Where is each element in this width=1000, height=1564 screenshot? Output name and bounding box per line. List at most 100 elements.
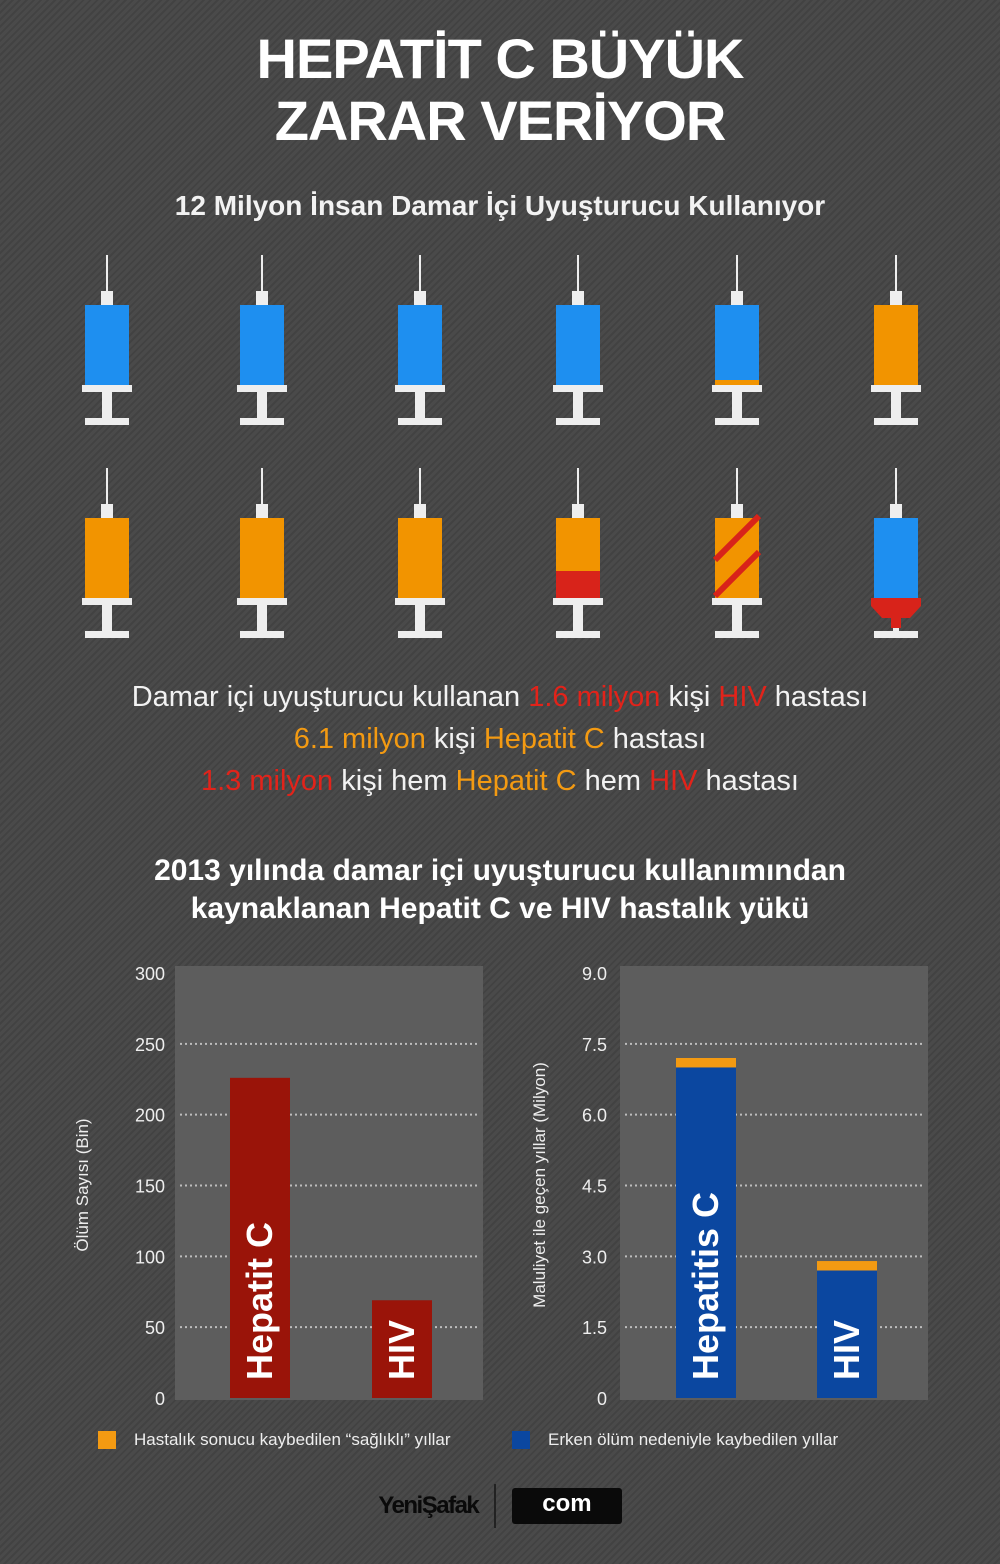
plunger-base	[240, 631, 284, 638]
flange	[712, 598, 762, 605]
y-tick-label: 1.5	[582, 1318, 607, 1338]
bar-segment	[676, 1058, 736, 1068]
legend-label: Hastalık sonucu kaybedilen “sağlıklı” yı…	[134, 1430, 451, 1449]
brand-logo[interactable]: YeniŞafak	[378, 1492, 479, 1519]
barrel	[874, 305, 918, 385]
hub	[414, 504, 426, 519]
barrel	[874, 518, 918, 598]
syringe-icon	[871, 255, 921, 425]
plunger-rod	[415, 605, 425, 633]
y-tick-label: 3.0	[582, 1247, 607, 1267]
barrel	[85, 305, 129, 385]
plunger-rod	[573, 605, 583, 633]
hub	[731, 504, 743, 519]
hub	[572, 291, 584, 306]
plunger-base	[398, 631, 442, 638]
flange	[553, 385, 603, 392]
chart-title: 2013 yılında damar içi uyuşturucu kullan…	[0, 852, 1000, 928]
stripe	[712, 549, 762, 599]
hepc-label: Hepatit C	[455, 765, 577, 797]
syringe-icon	[237, 468, 287, 638]
y-tick-label: 200	[135, 1106, 165, 1126]
hub	[890, 291, 902, 306]
flange	[82, 598, 132, 605]
plunger-base	[85, 631, 129, 638]
y-tick-label: 0	[597, 1389, 607, 1409]
flange	[871, 598, 921, 606]
syringe-icon	[712, 255, 762, 425]
barrel	[240, 305, 284, 385]
plunger-base	[240, 418, 284, 425]
title-line-2: ZARAR VERİYOR	[274, 89, 727, 152]
syringe-icon	[82, 255, 132, 425]
text: hastası	[766, 681, 869, 713]
plunger-rod	[732, 605, 742, 633]
bar	[230, 1077, 290, 1398]
y-tick-label: 6.0	[582, 1106, 607, 1126]
bar-segment	[676, 1067, 736, 1398]
y-tick-label: 4.5	[582, 1177, 607, 1197]
barrel	[398, 305, 442, 385]
plunger-rod	[891, 618, 901, 628]
page-title: HEPATİT C BÜYÜK ZARAR VERİYOR	[0, 28, 1000, 152]
text: Damar içi uyuşturucu kullanan	[131, 681, 529, 713]
hub	[414, 291, 426, 306]
bar-segment	[817, 1270, 877, 1398]
plunger-base	[715, 631, 759, 638]
plot-area	[175, 966, 483, 1400]
plunger-rod	[732, 392, 742, 420]
plunger-base	[874, 631, 918, 638]
y-tick-label: 7.5	[582, 1035, 607, 1055]
chart-title-line-2: kaynaklanan Hepatit C ve HIV hastalık yü…	[190, 892, 810, 925]
y-tick-label: 250	[135, 1035, 165, 1055]
hepc-label: Hepatit C	[483, 723, 605, 755]
plunger-base	[556, 418, 600, 425]
hiv-count: 1.6 milyon	[528, 681, 661, 713]
chart-title-line-1: 2013 yılında damar içi uyuşturucu kullan…	[154, 854, 846, 887]
syringe-icon	[553, 255, 603, 425]
plunger-rod	[415, 392, 425, 420]
y-axis-label: Ölüm Sayısı (Bin)	[73, 1118, 92, 1251]
legend-item-blue: Erken ölüm nedeniyle kaybedilen yıllar	[512, 1430, 838, 1450]
bar-label: Hepatit C	[239, 1222, 280, 1380]
flange	[712, 385, 762, 392]
barrel	[85, 518, 129, 598]
plunger-rod	[102, 392, 112, 420]
flange	[553, 598, 603, 605]
flange	[82, 385, 132, 392]
chart-1: 0 50 100 150 200 250 300 Ölüm Sayısı (Bin) Hepat…	[73, 964, 483, 1409]
hiv-label: HIV	[718, 681, 767, 713]
plunger-base	[85, 418, 129, 425]
stats-text: Damar içi uyuşturucu kullanan 1.6 milyon…	[0, 676, 1000, 802]
bar-label: HIV	[826, 1320, 867, 1380]
text: hastası	[604, 723, 707, 755]
plunger-head	[871, 606, 921, 618]
syringe-icon	[237, 255, 287, 425]
legend-item-orange: Hastalık sonucu kaybedilen “sağlıklı” yı…	[98, 1430, 451, 1450]
syringe-icon	[395, 255, 445, 425]
barrel	[398, 518, 442, 598]
com-badge[interactable]: com	[512, 1488, 622, 1524]
y-tick-label: 300	[135, 964, 165, 984]
plunger-base	[874, 418, 918, 425]
plunger-rod	[257, 392, 267, 420]
plunger-base	[398, 418, 442, 425]
barrel-fill	[715, 380, 759, 385]
y-tick-label: 0	[155, 1389, 165, 1409]
hub	[101, 504, 113, 519]
y-tick-label: 9.0	[582, 964, 607, 984]
hub	[731, 291, 743, 306]
y-tick-label: 50	[145, 1318, 165, 1338]
text: hem	[576, 765, 650, 797]
flange	[871, 385, 921, 392]
stripe	[712, 513, 762, 563]
barrel	[715, 305, 759, 385]
plunger-rod	[257, 605, 267, 633]
y-tick-label: 150	[135, 1177, 165, 1197]
hub	[890, 504, 902, 519]
y-axis-label: Maluliyet ile geçen yıllar (Milyon)	[530, 1062, 549, 1308]
bar-label: Hepatitis C	[685, 1192, 726, 1380]
legend-label: Erken ölüm nedeniyle kaybedilen yıllar	[548, 1430, 839, 1449]
syringe-icon	[82, 468, 132, 638]
subtitle: 12 Milyon İnsan Damar İçi Uyuşturucu Kul…	[174, 190, 826, 221]
